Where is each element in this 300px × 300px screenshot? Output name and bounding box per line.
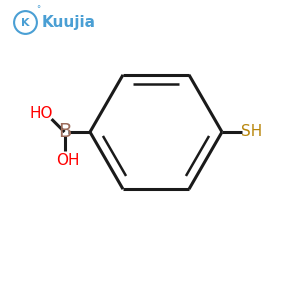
- Text: B: B: [58, 122, 71, 142]
- Text: HO: HO: [29, 106, 53, 121]
- Text: K: K: [21, 17, 30, 28]
- Text: °: °: [36, 5, 40, 14]
- Text: SH: SH: [241, 124, 262, 140]
- Text: OH: OH: [56, 153, 79, 168]
- Text: Kuujia: Kuujia: [41, 15, 95, 30]
